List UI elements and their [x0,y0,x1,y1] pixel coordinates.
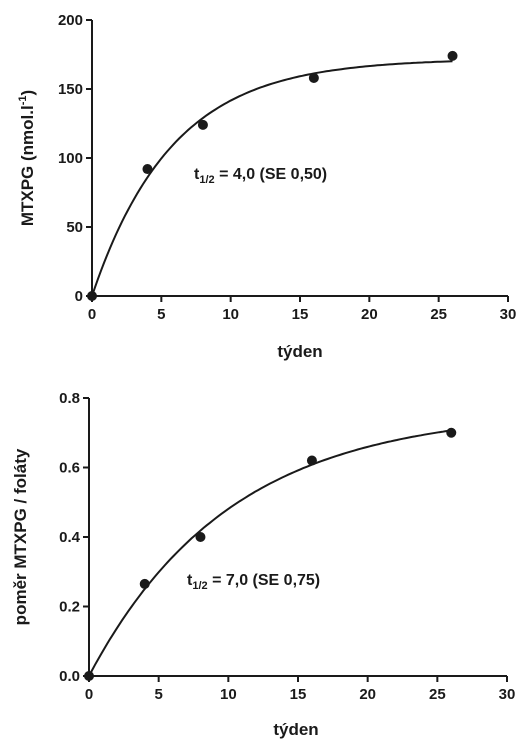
x-tick-label: 5 [154,686,162,703]
y-tick-label: 0.2 [59,599,80,616]
y-tick-label: 0.8 [59,390,80,407]
x-tick-label: 25 [429,686,446,703]
x-tick-label: 0 [85,686,93,703]
chart-bottom-axes [88,398,507,677]
chart-bottom-points [84,427,457,681]
data-point [308,72,319,83]
chart-top-y-ticks: 0 50 100 150 200 [58,12,92,305]
chart-top: 0 50 100 150 200 0 5 10 15 20 25 30 týden MTXPG (n… [17,12,516,361]
y-tick-label: 0.6 [59,460,80,477]
y-tick-label: 100 [58,150,83,167]
x-tick-label: 20 [361,306,378,323]
x-tick-label: 5 [157,306,165,323]
chart-top-y-axis-label: MTXPG (nmol.l-1) [17,90,37,226]
chart-bottom-x-ticks: 0 5 10 15 20 25 30 [85,676,516,703]
data-point [142,164,153,175]
data-point [446,427,457,438]
x-tick-label: 30 [499,686,516,703]
data-point [447,50,458,61]
chart-bottom-y-ticks: 0.0 0.2 0.4 0.6 0.8 [59,390,89,685]
x-tick-label: 15 [290,686,307,703]
y-tick-label: 200 [58,12,83,29]
data-point [139,578,150,589]
chart-bottom-fit-curve [88,429,452,677]
data-point [197,119,208,130]
chart-bottom: 0.0 0.2 0.4 0.6 0.8 0 5 10 15 20 25 30 týden poměr… [11,390,515,739]
chart-top-half-life-annotation: t1/2 = 4,0 (SE 0,50) [194,166,327,186]
y-tick-label: 50 [66,219,83,236]
x-tick-label: 10 [222,306,239,323]
y-tick-label: 0.0 [59,668,80,685]
x-tick-label: 10 [220,686,237,703]
chart-top-x-axis-label: týden [277,342,322,361]
chart-bottom-half-life-annotation: t1/2 = 7,0 (SE 0,75) [187,572,320,592]
data-point [195,532,206,542]
x-tick-label: 25 [430,306,447,323]
chart-top-points [87,50,458,301]
chart-top-x-ticks: 0 5 10 15 20 25 30 [88,296,517,323]
x-tick-label: 30 [500,306,517,323]
x-tick-label: 0 [88,306,96,323]
data-point [87,291,97,301]
x-tick-label: 15 [292,306,309,323]
y-tick-label: 0 [75,288,83,305]
y-tick-label: 0.4 [59,529,81,546]
chart-bottom-x-axis-label: týden [273,720,318,739]
x-tick-label: 20 [359,686,376,703]
chart-bottom-y-axis-label: poměr MTXPG / foláty [11,448,30,625]
data-point [84,671,94,681]
y-tick-label: 150 [58,81,83,98]
data-point [306,455,317,466]
